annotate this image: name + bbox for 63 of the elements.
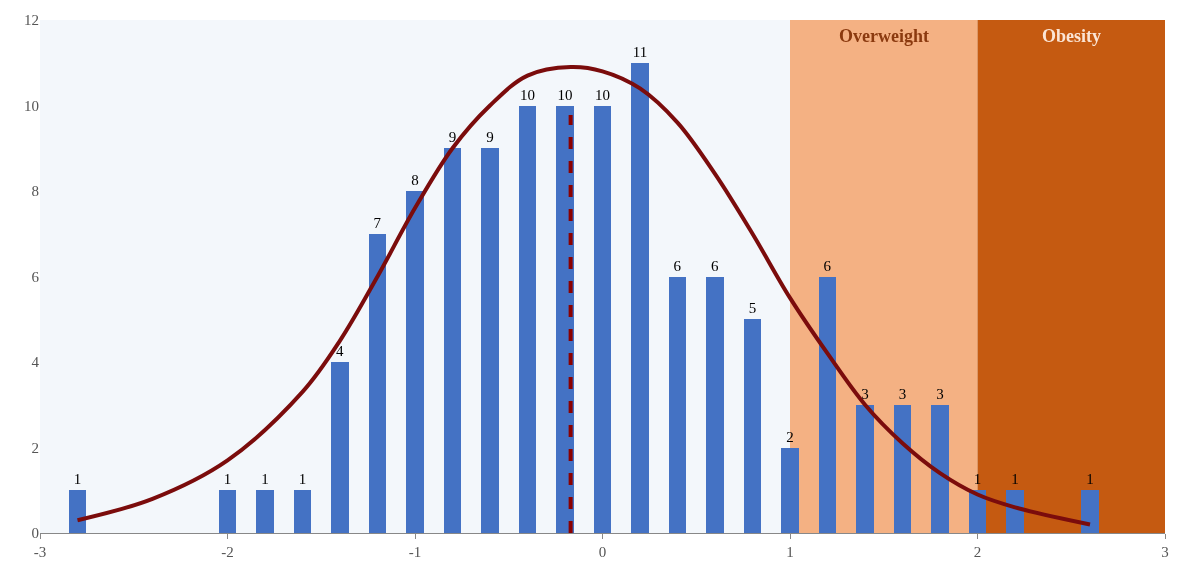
data-label: 1 — [1011, 471, 1019, 487]
y-tick-label: 12 — [24, 12, 39, 29]
data-label: 2 — [786, 429, 794, 445]
bar — [819, 277, 836, 533]
data-label: 1 — [223, 471, 232, 487]
x-tick-label: 0 — [598, 544, 607, 560]
bar — [219, 490, 236, 533]
x-tick-label: -1 — [408, 544, 422, 560]
bar — [781, 448, 799, 533]
x-tick-label: -3 — [33, 544, 47, 560]
x-tick-label: -2 — [221, 544, 234, 560]
bar — [631, 63, 649, 533]
bar — [406, 191, 424, 533]
data-label: 10 — [595, 87, 610, 103]
data-label: 4 — [336, 343, 344, 359]
data-label: 11 — [632, 44, 648, 60]
data-label: 3 — [861, 386, 869, 402]
bar — [669, 277, 686, 533]
data-label: 5 — [748, 300, 757, 316]
y-tick-label: 4 — [31, 354, 40, 371]
band-label: Overweight — [839, 26, 929, 46]
data-label: 1 — [1086, 471, 1094, 487]
x-tick-label: 1 — [786, 544, 794, 560]
data-label: 10 — [557, 87, 573, 103]
data-label: 6 — [673, 258, 682, 274]
data-label: 7 — [373, 215, 382, 231]
bar — [744, 319, 761, 533]
data-label: 9 — [448, 129, 457, 145]
y-tick-label: 2 — [31, 439, 39, 456]
data-label: 1 — [261, 471, 269, 487]
bar — [256, 490, 274, 533]
x-tick-label: 2 — [973, 544, 982, 560]
data-label: 1 — [973, 471, 982, 487]
bar — [706, 277, 724, 533]
data-label: 9 — [486, 129, 494, 145]
data-label: 3 — [936, 386, 944, 402]
bar — [894, 405, 911, 533]
bar — [294, 490, 311, 533]
bar — [856, 405, 874, 533]
bar — [969, 490, 986, 533]
x-tick-label: 3 — [1161, 544, 1169, 560]
data-label: 1 — [73, 471, 82, 487]
bar — [519, 106, 536, 533]
y-tick-label: 8 — [31, 183, 39, 200]
y-tick-label: 6 — [31, 268, 40, 285]
data-label: 3 — [898, 386, 907, 402]
data-label: 6 — [711, 258, 719, 274]
band-label: Obesity — [1042, 26, 1102, 46]
data-label: 8 — [411, 172, 419, 188]
data-label: 10 — [520, 87, 535, 103]
y-tick-label: 0 — [31, 525, 39, 542]
data-label: 1 — [298, 471, 307, 487]
data-label: 6 — [823, 258, 832, 274]
bar — [481, 148, 499, 533]
bar — [331, 362, 349, 533]
bar — [69, 490, 86, 533]
bar — [369, 234, 386, 533]
line-series — [75, 64, 1092, 527]
bar — [594, 106, 611, 533]
bar — [931, 405, 949, 533]
bar — [444, 148, 461, 533]
y-tick-label: 10 — [24, 97, 39, 114]
bar — [1081, 490, 1099, 533]
